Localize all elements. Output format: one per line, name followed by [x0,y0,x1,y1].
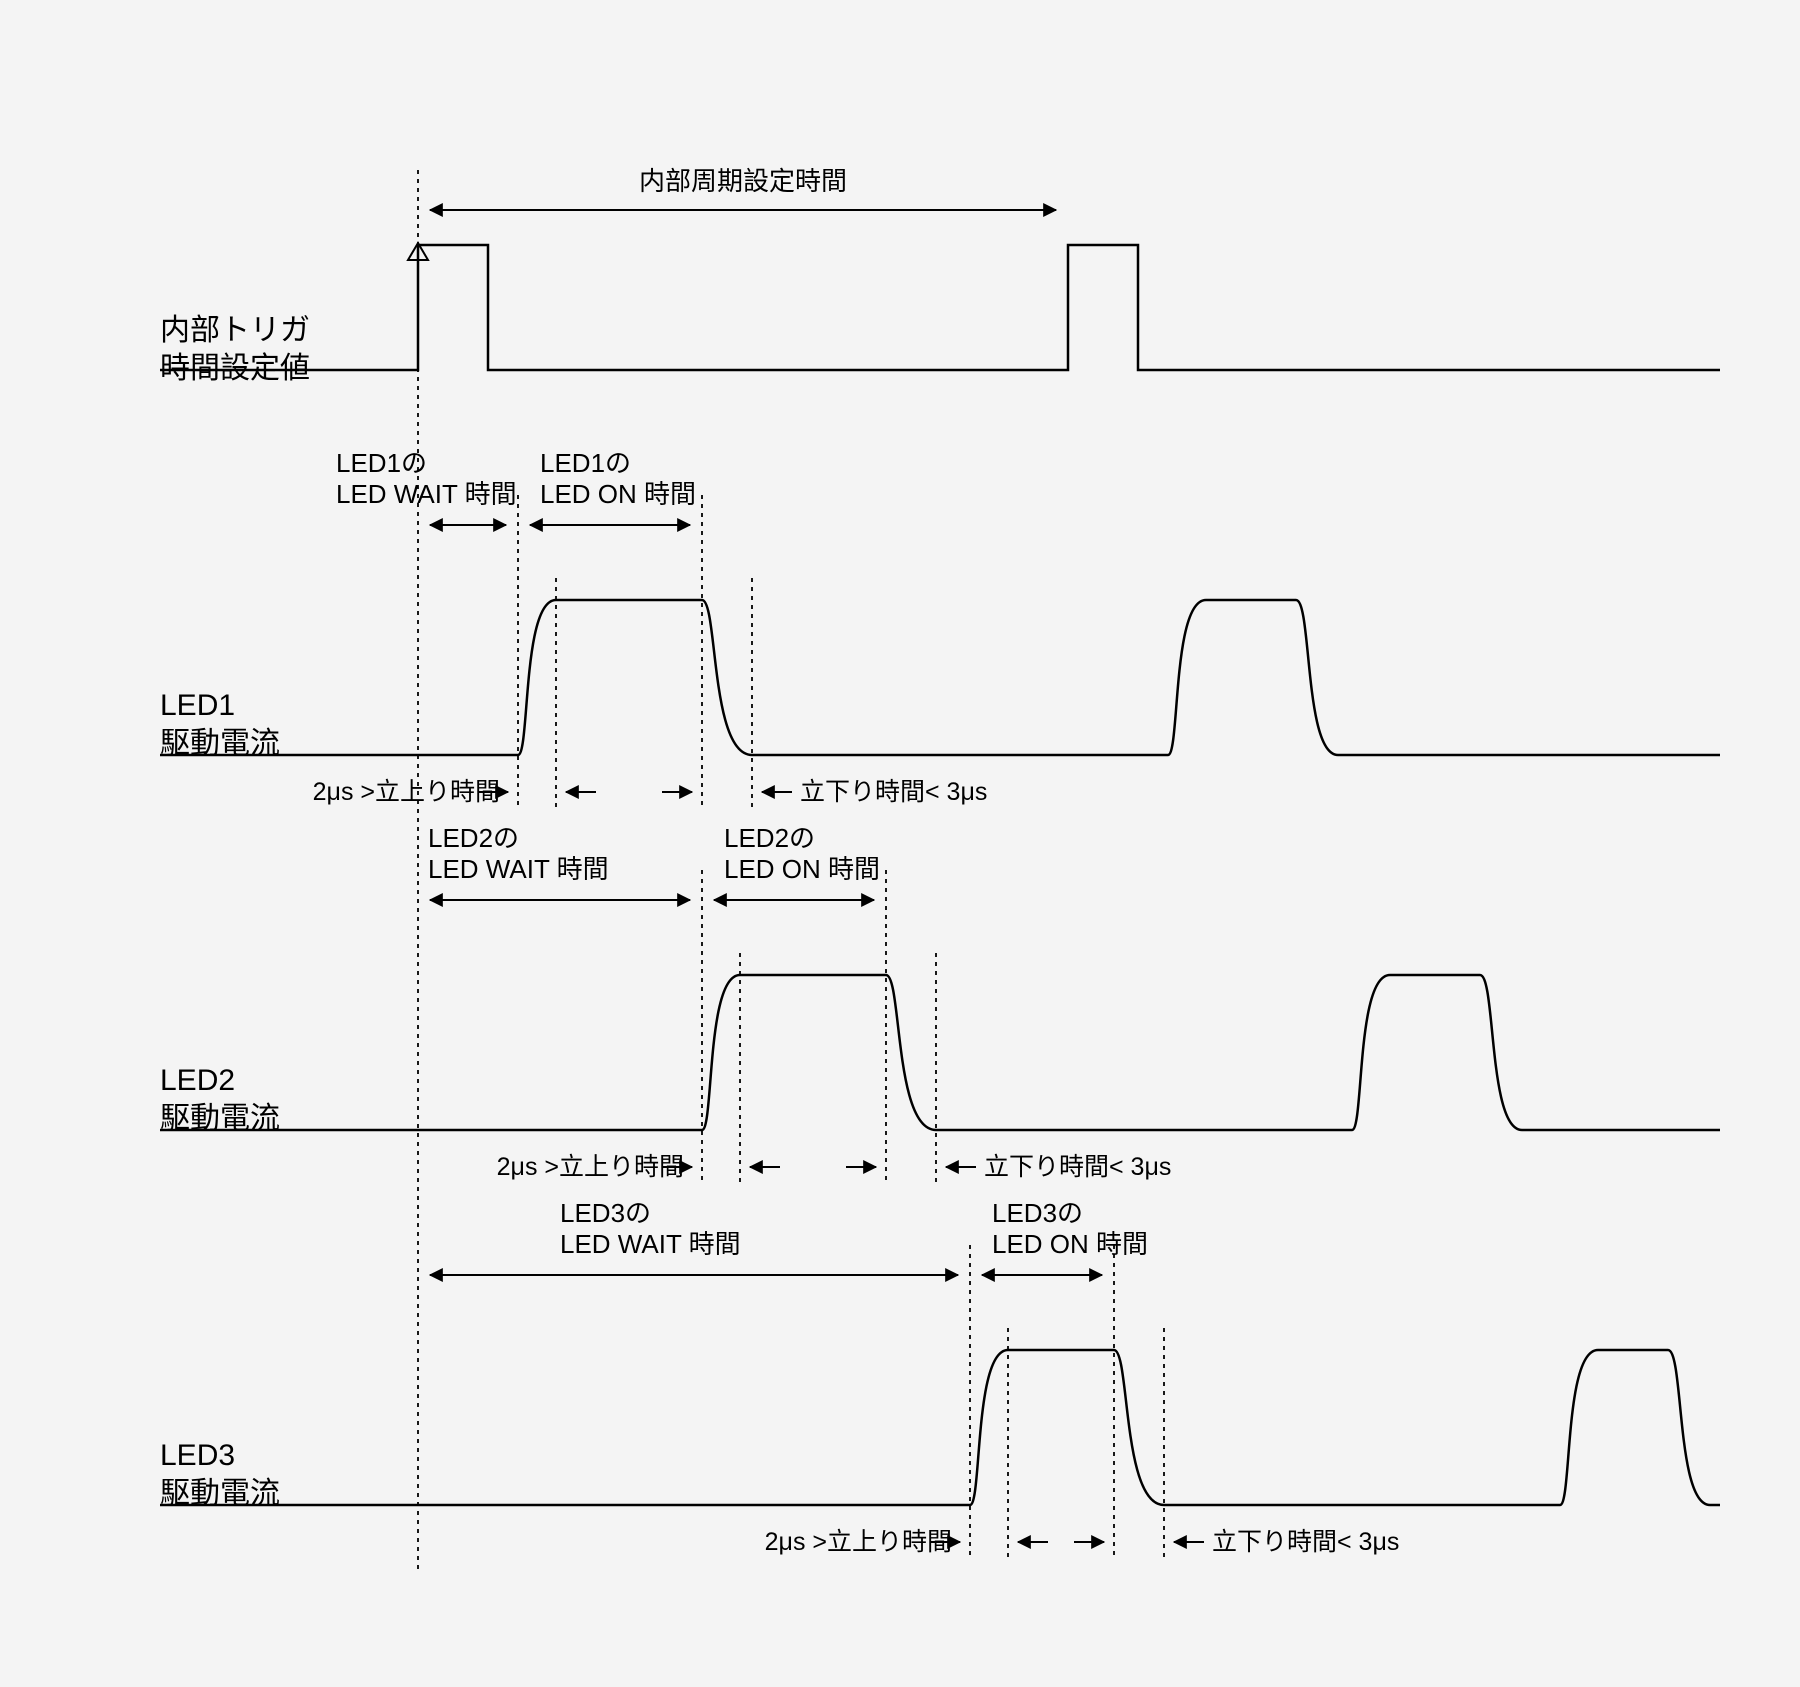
led1-wait-l2: LED WAIT 時間 [336,479,517,509]
led2-fall-label: 立下り時間< 3μs [984,1153,1171,1181]
led1-on-l2: LED ON 時間 [540,479,696,509]
led2-on-l1: LED2の [724,823,815,853]
led3-rise-label: 2μs >立上り時間 [765,1528,952,1556]
led2-wait-l2: LED WAIT 時間 [428,854,609,884]
background [0,0,1800,1687]
led1-on-l1: LED1の [540,448,631,478]
period-label: 内部周期設定時間 [639,166,847,196]
led1-wait-l1: LED1の [336,448,427,478]
led3-wait-l1: LED3の [560,1198,651,1228]
timing-diagram: 内部トリガ 時間設定値 内部周期設定時間 LED1 駆動電流 LED1の LED… [0,0,1800,1687]
led2-on-l2: LED ON 時間 [724,854,880,884]
trigger-label-2: 時間設定値 [160,352,310,385]
led1-rise-label: 2μs >立上り時間 [313,778,500,806]
led3-label-1: LED3 [160,1439,235,1472]
led1-label-1: LED1 [160,689,235,722]
led2-wait-l1: LED2の [428,823,519,853]
led3-fall-label: 立下り時間< 3μs [1212,1528,1399,1556]
led3-on-l2: LED ON 時間 [992,1229,1148,1259]
led2-rise-label: 2μs >立上り時間 [497,1153,684,1181]
led3-wait-l2: LED WAIT 時間 [560,1229,741,1259]
led2-label-1: LED2 [160,1064,235,1097]
trigger-label-1: 内部トリガ [160,314,310,347]
led3-on-l1: LED3の [992,1198,1083,1228]
led1-fall-label: 立下り時間< 3μs [800,778,987,806]
